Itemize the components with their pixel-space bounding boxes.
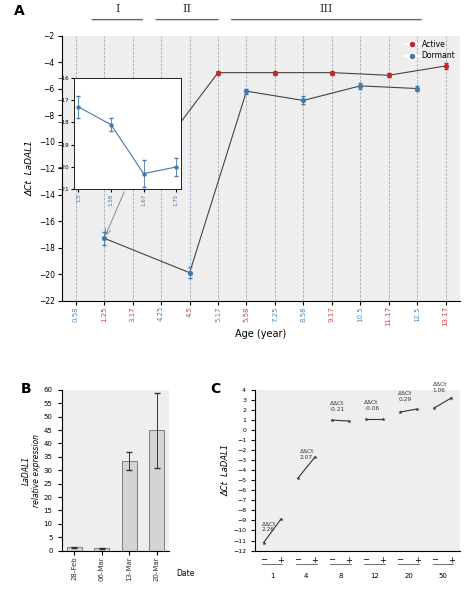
Point: [129, 166, 137, 175]
Text: ΔΔCt
0.29: ΔΔCt 0.29: [399, 391, 413, 402]
Point: [294, 474, 301, 483]
Text: C: C: [210, 382, 220, 396]
Text: 50: 50: [438, 572, 447, 578]
Text: +: +: [346, 555, 352, 565]
Point: [300, 96, 307, 105]
Text: −: −: [431, 555, 438, 565]
Point: [447, 393, 455, 403]
Y-axis label: ΔCt  LaDAL1: ΔCt LaDAL1: [26, 140, 35, 196]
Text: −: −: [294, 555, 301, 565]
Text: +: +: [311, 555, 319, 565]
Bar: [149, 430, 164, 551]
Text: ΔΔCt
1.06: ΔΔCt 1.06: [432, 382, 447, 393]
Point: [362, 414, 370, 424]
Point: [311, 452, 319, 462]
Point: [356, 81, 364, 91]
Point: [157, 143, 165, 153]
Bar: [122, 461, 137, 551]
Text: +: +: [448, 555, 455, 565]
Point: [328, 416, 336, 425]
Text: +: +: [380, 555, 386, 565]
Point: [271, 68, 279, 78]
Point: [214, 68, 222, 78]
Text: −: −: [397, 555, 403, 565]
Y-axis label: ΔCt  LaDAL1: ΔCt LaDAL1: [221, 444, 230, 496]
Text: 8: 8: [338, 572, 343, 578]
Legend: Active, Dormant: Active, Dormant: [404, 39, 456, 61]
Bar: [94, 548, 109, 551]
Text: −: −: [260, 555, 267, 565]
Text: +: +: [414, 555, 420, 565]
Text: Date: Date: [176, 570, 194, 578]
Text: ΔΔCt
-0.21: ΔΔCt -0.21: [330, 401, 346, 412]
Point: [100, 233, 108, 243]
Point: [328, 68, 336, 78]
Point: [430, 403, 438, 413]
Text: 20: 20: [404, 572, 413, 578]
Text: 4: 4: [304, 572, 309, 578]
Point: [396, 407, 404, 417]
Text: −: −: [328, 555, 336, 565]
Point: [186, 268, 193, 278]
Point: [442, 61, 449, 70]
Point: [277, 514, 284, 524]
Bar: [66, 548, 82, 551]
X-axis label: Age (year): Age (year): [235, 329, 286, 339]
Text: B: B: [21, 382, 31, 396]
Text: 1: 1: [270, 572, 274, 578]
Text: A: A: [14, 4, 25, 18]
Text: ΔΔCt
2.07: ΔΔCt 2.07: [300, 449, 314, 460]
Point: [72, 176, 80, 186]
Text: 12: 12: [370, 572, 379, 578]
Point: [345, 416, 353, 426]
Text: III: III: [319, 4, 333, 14]
Text: ΔΔCt
-0.06: ΔΔCt -0.06: [365, 400, 379, 411]
Text: ΔΔCt
2.26: ΔΔCt 2.26: [262, 522, 276, 532]
Point: [379, 414, 387, 424]
Point: [243, 86, 250, 96]
Text: I: I: [115, 4, 119, 14]
Point: [385, 70, 392, 80]
Y-axis label: LaDAL1
relative expression: LaDAL1 relative expression: [21, 434, 41, 507]
Point: [413, 404, 421, 414]
Text: −: −: [363, 555, 370, 565]
Point: [260, 538, 267, 547]
Point: [413, 84, 421, 94]
Text: +: +: [277, 555, 284, 565]
Text: II: II: [182, 4, 191, 14]
